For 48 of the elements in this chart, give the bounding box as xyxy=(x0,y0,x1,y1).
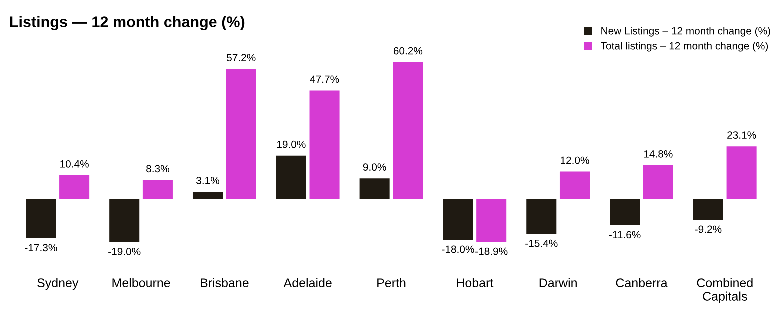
data-label: 12.0% xyxy=(561,156,590,164)
bar xyxy=(310,90,340,200)
legend-label: Total listings – 12 month change (%) xyxy=(601,42,768,52)
bar xyxy=(443,199,474,240)
bar xyxy=(142,180,173,200)
bar xyxy=(560,172,590,200)
legend-label: New Listings – 12 month change (%) xyxy=(602,27,770,37)
x-tick-label: Perth xyxy=(378,278,406,288)
x-tick-label: Melbourne xyxy=(112,278,170,288)
data-label: -11.6% xyxy=(609,231,641,239)
bar xyxy=(276,156,306,200)
bar xyxy=(192,192,224,200)
bar xyxy=(610,199,640,226)
data-label: -19.0% xyxy=(108,248,141,256)
bar xyxy=(476,199,507,242)
bar xyxy=(393,62,424,200)
bar xyxy=(60,175,90,200)
data-label: 10.4% xyxy=(60,160,89,168)
bar xyxy=(110,199,140,242)
x-tick-label: Darwin xyxy=(540,278,577,288)
data-label: -18.9% xyxy=(476,248,508,256)
bar xyxy=(643,165,674,200)
x-tick-label: Sydney xyxy=(38,278,79,290)
data-label: 8.3% xyxy=(146,165,170,173)
bar xyxy=(26,199,56,238)
x-tick-label: Brisbane xyxy=(201,278,249,288)
data-label: 19.0% xyxy=(277,140,306,148)
data-label: -17.3% xyxy=(25,244,58,252)
data-label: 23.1% xyxy=(728,132,756,139)
bar xyxy=(526,199,557,234)
data-label: -15.4% xyxy=(526,240,558,248)
chart-title: Listings — 12 month change (%) xyxy=(10,16,245,31)
bar xyxy=(693,199,724,220)
x-tick-label: Combined Capitals xyxy=(697,278,753,304)
x-tick-label: Adelaide xyxy=(284,278,332,288)
bar xyxy=(360,178,390,200)
data-label: 57.2% xyxy=(227,54,256,62)
data-label: -18.0% xyxy=(442,246,474,254)
x-tick-label: Canberra xyxy=(616,278,668,288)
data-label: 14.8% xyxy=(644,150,673,158)
bar xyxy=(226,69,256,200)
data-label: 3.1% xyxy=(196,177,220,184)
data-label: 9.0% xyxy=(363,164,386,172)
x-tick-label: Hobart xyxy=(457,278,494,288)
data-label: 47.7% xyxy=(310,76,340,84)
data-label: -9.2% xyxy=(695,226,722,234)
bar xyxy=(726,146,757,200)
data-label: 60.2% xyxy=(394,47,423,55)
